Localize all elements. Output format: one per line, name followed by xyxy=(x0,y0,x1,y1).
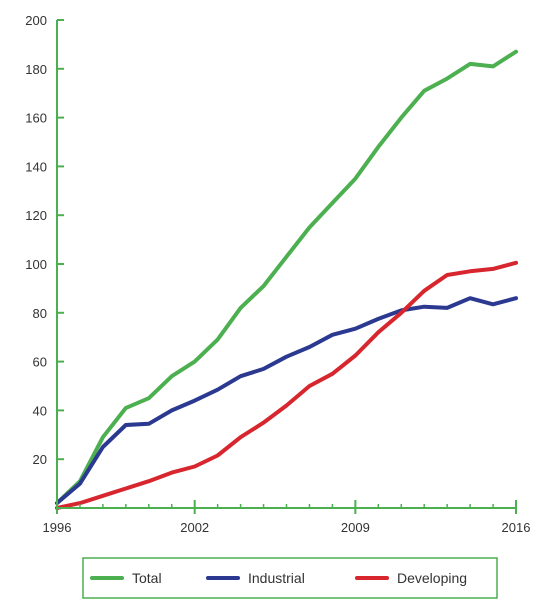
axis-layer: 20 40 60 80 100 120 140 160 180 200 1996 2002 2009 20… xyxy=(25,13,530,535)
y-tick-label: 160 xyxy=(25,111,47,126)
y-tick-label: 140 xyxy=(25,159,47,174)
series-line-total xyxy=(55,49,518,506)
y-tick-label: 200 xyxy=(25,13,47,28)
legend-label-total: Total xyxy=(132,570,162,586)
legend-label-developing: Developing xyxy=(397,570,467,586)
legend-label-industrial: Industrial xyxy=(248,570,305,586)
series-line-industrial xyxy=(55,296,518,506)
y-tick-label: 40 xyxy=(33,403,47,418)
y-tick-label: 100 xyxy=(25,257,47,272)
legend: Total Industrial Developing xyxy=(82,557,498,599)
legend-box xyxy=(82,557,498,599)
x-tick-label: 1996 xyxy=(43,520,72,535)
x-tick-label: 2002 xyxy=(180,520,209,535)
x-tick-label: 2016 xyxy=(502,520,531,535)
y-tick-label: 180 xyxy=(25,62,47,77)
y-tick-label: 60 xyxy=(33,355,47,370)
y-tick-label: 80 xyxy=(33,306,47,321)
y-tick-label: 20 xyxy=(33,452,47,467)
y-tick-label: 120 xyxy=(25,208,47,223)
series-line-developing xyxy=(55,260,518,510)
series-layer xyxy=(55,49,518,510)
x-tick-label: 2009 xyxy=(341,520,370,535)
